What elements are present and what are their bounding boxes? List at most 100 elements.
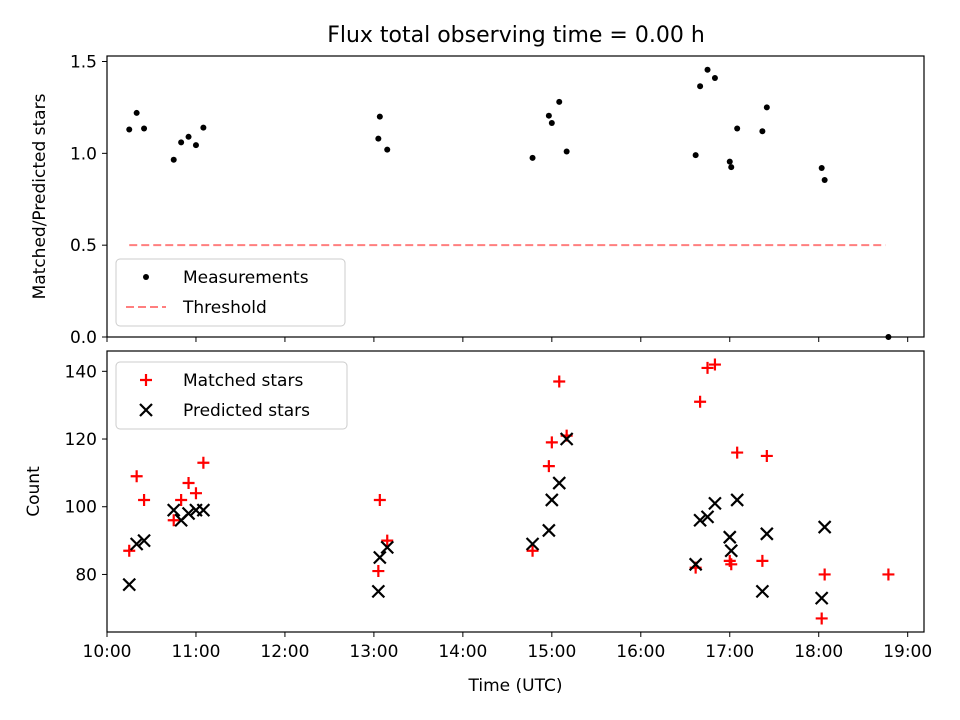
matched-stars-point	[381, 534, 394, 547]
predicted-stars-point	[722, 530, 737, 544]
matched-stars-point	[175, 493, 188, 506]
measurement-point	[529, 154, 536, 161]
predicted-stars-point	[525, 537, 540, 551]
x-tick-label: 17:00	[705, 642, 754, 662]
legend-label: Threshold	[182, 298, 267, 318]
measurement-point	[697, 83, 704, 90]
y-tick-label: 1.5	[70, 53, 97, 73]
x-tick-label: 11:00	[171, 642, 220, 662]
matched-stars-point	[542, 460, 555, 473]
x-axis-label: Time (UTC)	[468, 676, 563, 696]
x-tick-label: 19:00	[883, 642, 932, 662]
measurement-point	[170, 156, 177, 163]
matched-stars-point	[182, 477, 195, 490]
matched-stars-point	[708, 358, 721, 371]
predicted-stars-point	[817, 520, 832, 534]
measurement-point	[200, 124, 207, 131]
y-tick-label: 100	[65, 498, 97, 518]
legend: Measurements Threshold	[115, 258, 346, 327]
matched-stars-point	[167, 514, 180, 527]
x-tick-label: 12:00	[260, 642, 309, 662]
legend-marker-measurements	[143, 274, 149, 280]
legend: Matched stars Predicted stars	[115, 361, 348, 430]
matched-stars-point	[818, 568, 831, 581]
legend-box	[115, 361, 348, 430]
predicted-stars-point	[760, 527, 774, 541]
predicted-stars-point	[129, 537, 144, 551]
matched-stars-point	[731, 446, 744, 459]
series-predicted-stars	[122, 432, 832, 605]
measurement-point	[548, 120, 555, 127]
measurement-point	[178, 139, 185, 146]
measurement-point	[563, 148, 570, 155]
predicted-stars-point	[373, 550, 387, 565]
matched-stars-point	[130, 470, 143, 483]
measurement-point	[692, 152, 699, 159]
plot-frame	[106, 55, 925, 338]
predicted-stars-point	[545, 493, 559, 507]
measurement-point	[728, 164, 735, 171]
predicted-stars-point	[559, 432, 574, 446]
legend-box	[115, 258, 346, 327]
y-tick-label: 80	[75, 565, 97, 585]
measurement-point	[192, 142, 199, 149]
measurement-point	[126, 126, 133, 133]
predicted-stars-point	[700, 510, 715, 524]
legend-marker-predicted	[139, 403, 153, 417]
matched-stars-point	[756, 554, 769, 567]
predicted-stars-point	[380, 540, 395, 555]
predicted-stars-point	[814, 591, 829, 605]
y-tick-label: 0.5	[70, 236, 97, 256]
legend-marker-matched	[140, 374, 152, 386]
measurement-point	[556, 98, 563, 105]
measurement-point	[133, 109, 140, 116]
count-panel: 10:00 11:00 12:00 13:00 14:00 15:00 16:00 17:00…	[24, 350, 932, 696]
predicted-stars-point	[166, 503, 181, 517]
measurement-point	[376, 113, 383, 120]
measurement-point	[818, 165, 825, 172]
predicted-stars-point	[371, 584, 386, 599]
predicted-stars-point	[542, 523, 556, 538]
matched-stars-point	[701, 361, 714, 374]
matched-stars-point	[373, 493, 386, 506]
measurement-point	[821, 176, 828, 183]
legend-label: Measurements	[183, 268, 309, 288]
series-matched-stars	[123, 358, 895, 625]
x-tick-label: 15:00	[527, 642, 576, 662]
measurement-point	[734, 125, 741, 132]
x-tick-label: 16:00	[616, 642, 665, 662]
x-tick-label: 13:00	[349, 642, 398, 662]
predicted-stars-point	[708, 496, 722, 511]
matched-stars-point	[189, 487, 202, 500]
x-tick-label: 10:00	[83, 642, 132, 662]
matched-stars-point	[372, 565, 385, 578]
predicted-stars-point	[137, 533, 151, 548]
predicted-stars-point	[196, 503, 211, 517]
measurement-point	[711, 75, 718, 82]
matched-stars-point	[815, 612, 828, 625]
series-measurements	[126, 66, 892, 340]
predicted-stars-point	[688, 557, 703, 572]
plot-frame	[106, 350, 925, 633]
matched-stars-point	[760, 449, 773, 462]
matched-stars-point	[123, 544, 136, 557]
measurement-point	[545, 112, 552, 119]
measurement-point	[704, 66, 711, 73]
matched-stars-point	[694, 395, 707, 408]
y-tick-label: 120	[65, 430, 97, 450]
y-axis-label: Count	[24, 466, 44, 517]
measurement-point	[759, 128, 766, 135]
predicted-stars-point	[724, 543, 739, 558]
predicted-stars-point	[122, 577, 137, 592]
matched-stars-point	[553, 375, 566, 388]
measurement-point	[384, 146, 391, 153]
x-tick-label: 14:00	[438, 642, 487, 662]
y-tick-label: 140	[65, 362, 97, 382]
x-tick-label: 18:00	[794, 642, 843, 662]
measurement-point	[375, 135, 382, 142]
y-tick-label: 1.0	[70, 144, 97, 164]
figure-title: Flux total observing time = 0.00 h	[327, 23, 705, 48]
y-axis-label: Matched/Predicted stars	[30, 93, 50, 299]
matched-stars-point	[725, 558, 738, 571]
